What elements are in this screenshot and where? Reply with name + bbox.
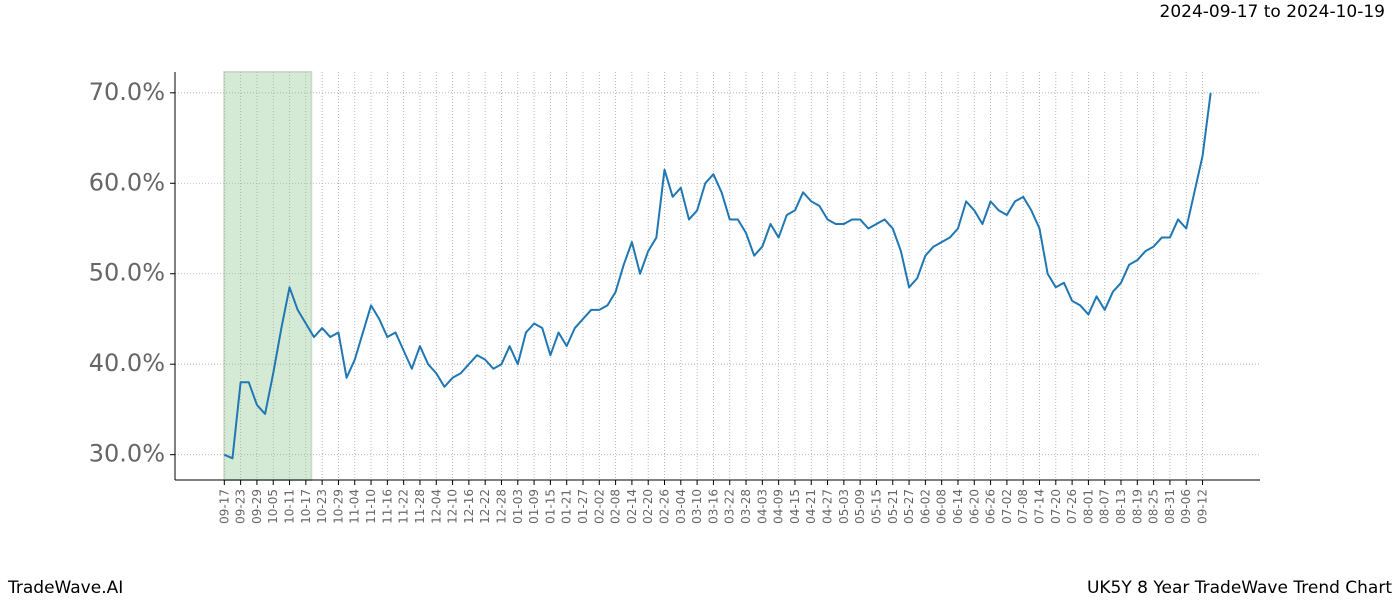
x-tick-label: 05-09 xyxy=(853,489,867,524)
x-tick-label: 08-25 xyxy=(1147,489,1161,524)
footer-right: UK5Y 8 Year TradeWave Trend Chart xyxy=(1087,578,1392,598)
x-tick-label: 03-10 xyxy=(690,489,704,524)
x-tick-label: 08-01 xyxy=(1081,489,1095,524)
x-tick-label: 07-20 xyxy=(1049,489,1063,524)
x-tick-label: 06-08 xyxy=(935,489,949,524)
x-tick-label: 07-14 xyxy=(1032,489,1046,524)
x-tick-label: 12-04 xyxy=(429,489,443,524)
y-tick-label: 30.0% xyxy=(89,440,165,468)
x-tick-label: 04-09 xyxy=(772,489,786,524)
x-tick-label: 06-20 xyxy=(967,489,981,524)
x-tick-label: 10-11 xyxy=(283,489,297,524)
x-tick-label: 01-27 xyxy=(576,489,590,524)
x-tick-label: 03-16 xyxy=(706,489,720,524)
x-tick-label: 12-22 xyxy=(478,489,492,524)
x-tick-label: 02-14 xyxy=(625,489,639,524)
y-tick-label: 50.0% xyxy=(89,259,165,287)
x-tick-label: 05-21 xyxy=(886,489,900,524)
x-tick-label: 10-17 xyxy=(299,489,313,524)
x-tick-label: 08-07 xyxy=(1098,489,1112,524)
x-tick-label: 09-29 xyxy=(250,489,264,524)
x-tick-label: 09-06 xyxy=(1179,489,1193,524)
y-tick-label: 60.0% xyxy=(89,168,165,196)
x-tick-label: 07-08 xyxy=(1016,489,1030,524)
x-tick-label: 01-09 xyxy=(527,489,541,524)
x-tick-label: 07-26 xyxy=(1065,489,1079,524)
x-tick-label: 01-15 xyxy=(543,489,557,524)
x-tick-label: 12-16 xyxy=(462,489,476,524)
x-tick-label: 11-04 xyxy=(348,489,362,524)
x-tick-label: 02-08 xyxy=(609,489,623,524)
x-tick-label: 03-28 xyxy=(739,489,753,524)
x-tick-label: 09-12 xyxy=(1196,489,1210,524)
x-tick-label: 12-28 xyxy=(494,489,508,524)
x-tick-label: 08-19 xyxy=(1130,489,1144,524)
x-tick-label: 02-20 xyxy=(641,489,655,524)
x-tick-label: 04-27 xyxy=(821,489,835,524)
x-tick-label: 11-28 xyxy=(413,489,427,524)
x-tick-label: 05-27 xyxy=(902,489,916,524)
x-tick-label: 01-03 xyxy=(511,489,525,524)
x-tick-label: 04-15 xyxy=(788,489,802,524)
x-tick-label: 06-02 xyxy=(918,489,932,524)
x-tick-label: 12-10 xyxy=(446,489,460,524)
x-tick-label: 09-23 xyxy=(234,489,248,524)
x-tick-label: 01-21 xyxy=(560,489,574,524)
footer-left: TradeWave.AI xyxy=(7,578,123,598)
x-tick-label: 09-17 xyxy=(217,489,231,524)
x-tick-label: 08-13 xyxy=(1114,489,1128,524)
x-tick-label: 05-03 xyxy=(837,489,851,524)
trend-line xyxy=(223,92,1212,460)
x-tick-label: 08-31 xyxy=(1163,489,1177,524)
x-tick-label: 10-05 xyxy=(266,489,280,524)
x-tick-label: 06-14 xyxy=(951,489,965,524)
x-tick-label: 05-15 xyxy=(869,489,883,524)
x-tick-label: 10-29 xyxy=(331,489,345,524)
y-tick-label: 40.0% xyxy=(89,349,165,377)
x-tick-label: 04-21 xyxy=(804,489,818,524)
x-tick-label: 11-16 xyxy=(380,489,394,524)
x-tick-label: 11-22 xyxy=(397,489,411,524)
x-tick-label: 06-26 xyxy=(984,489,998,524)
x-tick-label: 11-10 xyxy=(364,489,378,524)
x-tick-label: 04-03 xyxy=(755,489,769,524)
highlight-span xyxy=(223,71,313,481)
x-tick-label: 03-04 xyxy=(674,489,688,524)
x-tick-label: 02-02 xyxy=(592,489,606,524)
x-tick-label: 07-02 xyxy=(1000,489,1014,524)
x-tick-label: 10-23 xyxy=(315,489,329,524)
chart-title: 2024-09-17 to 2024-10-19 xyxy=(1160,2,1385,22)
y-tick-label: 70.0% xyxy=(89,78,165,106)
x-tick-label: 03-22 xyxy=(723,489,737,524)
x-tick-label: 02-26 xyxy=(658,489,672,524)
